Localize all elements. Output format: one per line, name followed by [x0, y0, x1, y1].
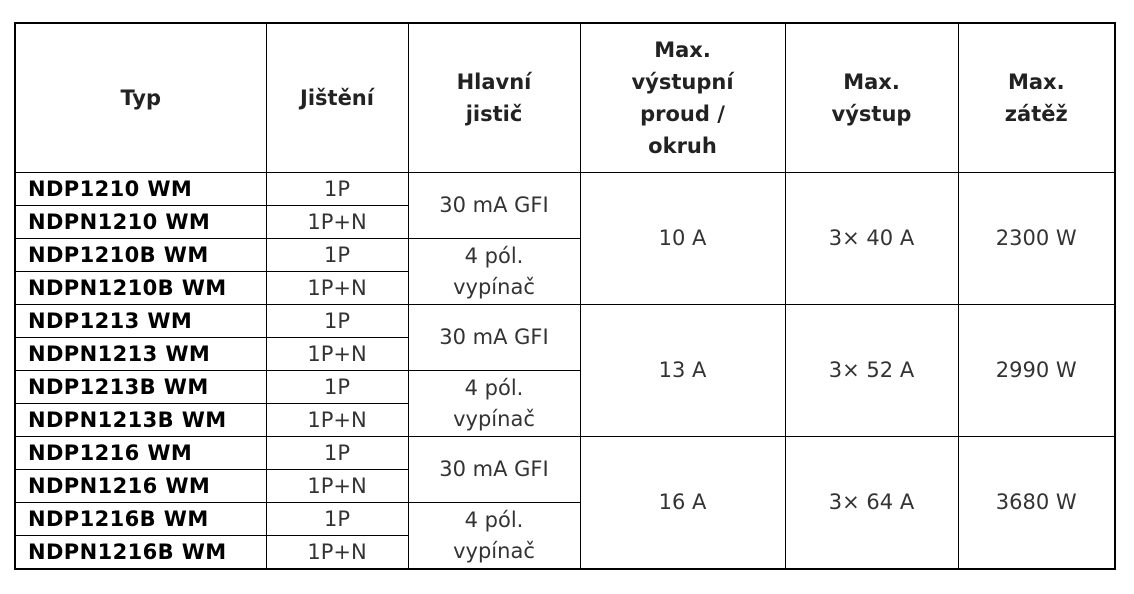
cell-line: Jištění: [300, 86, 374, 110]
breaker-cell: 4 pól. vypínač: [407, 502, 581, 570]
breaker-cell: 30 mA GFI: [407, 304, 581, 371]
protection-cell: 1P+N: [265, 535, 409, 570]
cell-line: jistič: [465, 102, 523, 126]
type-cell: NDPN1210 WM: [14, 205, 267, 239]
cell-line: vypínač: [453, 274, 535, 299]
table-row: NDP1216 WM 1P 30 mA GFI 16 A 3× 64 A 3680 W: [14, 436, 1116, 570]
breaker-cell: 30 mA GFI: [407, 436, 581, 503]
cell-line: vypínač: [453, 538, 535, 563]
protection-cell: 1P: [265, 370, 409, 404]
table-row: NDP1216B WM 1P 4 pól. vypínač: [14, 502, 1115, 570]
cell-line: Max.: [1007, 70, 1065, 94]
table-row: NDPN1210 WM 1P+N: [14, 205, 1115, 239]
output-cell: 3× 40 A: [784, 172, 959, 305]
header-cell: Hlavní jistič: [407, 22, 581, 173]
protection-cell: 1P: [265, 304, 409, 338]
type-cell: NDP1216B WM: [14, 502, 267, 536]
protection-cell: 1P+N: [265, 205, 409, 239]
cell-line: 30 mA GFI: [439, 457, 549, 481]
table-header: Typ Jištění Hlavní jistič Max. výstupní proud …: [14, 22, 1116, 173]
cell-line: Max.: [654, 38, 711, 62]
cell-line: výstupní: [631, 70, 734, 94]
cell-line: Hlavní: [456, 70, 532, 94]
current-cell: 10 A: [579, 172, 786, 305]
protection-cell: 1P: [265, 436, 409, 470]
output-cell: 3× 52 A: [784, 304, 959, 437]
cell-line: 4 pól.: [464, 243, 524, 268]
breaker-cell: 30 mA GFI: [407, 172, 581, 239]
type-cell: NDPN1216 WM: [14, 469, 267, 503]
cell-line: Max.: [843, 70, 900, 94]
table-row: NDP1213B WM 1P 4 pól. vypínač: [14, 370, 1115, 437]
cell-line: výstup: [831, 102, 912, 126]
type-cell: NDP1210 WM: [14, 172, 267, 206]
cell-line: proud /: [640, 102, 725, 126]
table-row: NDP1213 WM 1P 30 mA GFI 13 A 3× 52 A 2990 W: [14, 304, 1116, 437]
cell-line: 4 pól.: [464, 375, 524, 400]
protection-cell: 1P+N: [265, 469, 409, 503]
header-cell: Max. výstupní proud / okruh: [579, 22, 786, 173]
protection-cell: 1P+N: [265, 337, 409, 371]
load-cell: 2990 W: [957, 304, 1116, 437]
table-row: NDPN1210B WM 1P+N: [14, 271, 1115, 305]
protection-cell: 1P+N: [265, 271, 409, 305]
type-cell: NDPN1213B WM: [14, 403, 267, 437]
cell-line: vypínač: [453, 406, 535, 431]
type-cell: NDPN1213 WM: [14, 337, 267, 371]
table-body: NDP1210 WM 1P 30 mA GFI 10 A 3× 40 A 2300 W ND…: [14, 172, 1116, 570]
protection-cell: 1P: [265, 502, 409, 536]
header-cell: Jištění: [265, 22, 409, 173]
type-cell: NDPN1216B WM: [14, 535, 267, 570]
cell-line: zátěž: [1004, 102, 1068, 126]
protection-cell: 1P+N: [265, 403, 409, 437]
current-cell: 16 A: [579, 436, 786, 570]
current-cell: 13 A: [579, 304, 786, 437]
table-row: NDPN1213 WM 1P+N: [14, 337, 1115, 371]
cell-line: 30 mA GFI: [439, 325, 549, 349]
header-row: Typ Jištění Hlavní jistič Max. výstupní proud …: [14, 22, 1116, 173]
type-cell: NDP1210B WM: [14, 238, 267, 272]
header-cell: Max. zátěž: [957, 22, 1116, 173]
table-row: NDPN1216B WM 1P+N: [14, 535, 1115, 570]
spec-table: Typ Jištění Hlavní jistič Max. výstupní proud …: [14, 22, 1116, 570]
type-cell: NDP1213 WM: [14, 304, 267, 338]
load-cell: 2300 W: [957, 172, 1116, 305]
type-cell: NDP1216 WM: [14, 436, 267, 470]
load-cell: 3680 W: [957, 436, 1116, 570]
type-cell: NDPN1210B WM: [14, 271, 267, 305]
cell-line: Typ: [120, 86, 162, 110]
cell-line: okruh: [648, 134, 717, 158]
breaker-cell: 4 pól. vypínač: [407, 238, 581, 305]
header-cell: Max. výstup: [784, 22, 959, 173]
table-row: NDP1210 WM 1P 30 mA GFI 10 A 3× 40 A 2300 W: [14, 172, 1116, 305]
cell-line: 30 mA GFI: [439, 193, 549, 217]
protection-cell: 1P: [265, 238, 409, 272]
cell-line: 4 pól.: [464, 507, 524, 532]
header-cell: Typ: [14, 22, 267, 173]
protection-cell: 1P: [265, 172, 409, 206]
breaker-cell: 4 pól. vypínač: [407, 370, 581, 437]
type-cell: NDP1213B WM: [14, 370, 267, 404]
output-cell: 3× 64 A: [784, 436, 959, 570]
